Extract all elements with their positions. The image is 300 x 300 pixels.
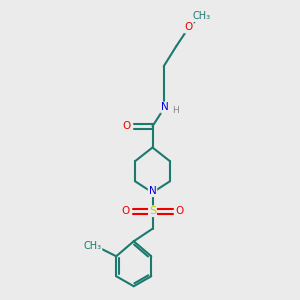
Text: O: O — [122, 121, 130, 131]
Text: H: H — [172, 106, 179, 115]
Text: N: N — [148, 186, 156, 196]
Text: CH₃: CH₃ — [83, 241, 102, 251]
Text: N: N — [161, 103, 169, 112]
Text: S: S — [149, 206, 156, 216]
Text: O: O — [184, 22, 193, 32]
Text: O: O — [121, 206, 129, 216]
Text: O: O — [176, 206, 184, 216]
Text: CH₃: CH₃ — [192, 11, 210, 21]
